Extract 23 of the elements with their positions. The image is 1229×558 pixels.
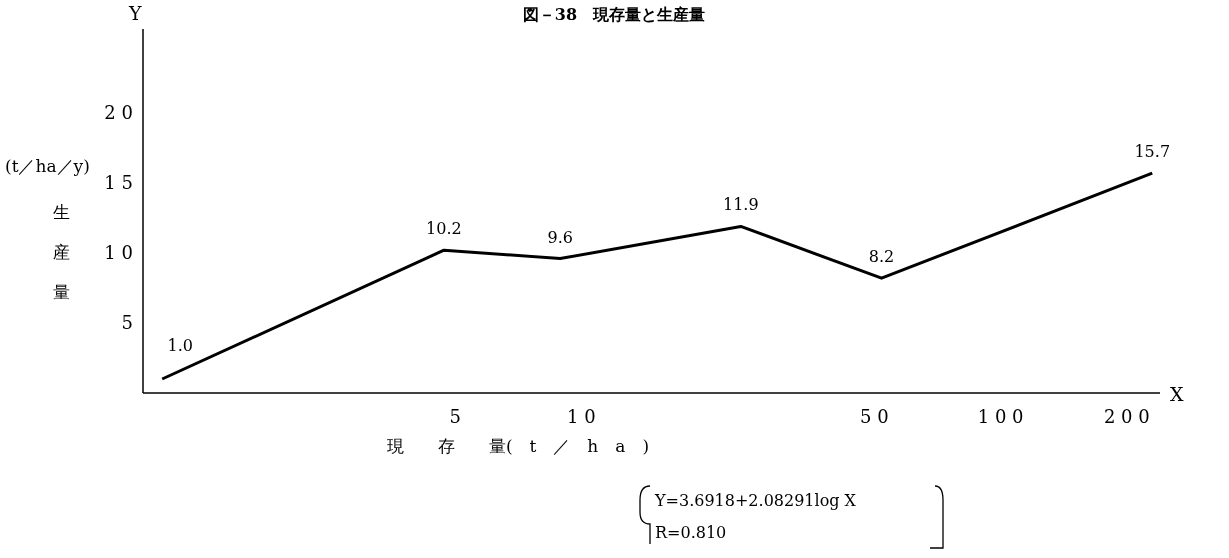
x-tick-label: 1 0 — [567, 406, 596, 427]
y-tick-label: 2 0 — [104, 102, 133, 123]
x-tick-label: 2 0 0 — [1103, 406, 1150, 427]
data-label: 8.2 — [868, 247, 895, 267]
text: X — [1170, 383, 1184, 405]
y-axis-title: 生産量 — [52, 202, 70, 302]
text: R=0.810 — [655, 523, 727, 542]
data-label: 11.9 — [722, 195, 759, 215]
data-label: 9.6 — [547, 227, 573, 247]
x-axis-title: 現 存 量( t ／ h a ) — [386, 436, 650, 456]
data-label: 10.2 — [426, 219, 462, 239]
data-label: 1.0 — [167, 336, 193, 355]
text: Y=3.6918+2.08291log X — [654, 491, 857, 510]
chart-title: 図－38 現存量と生産量 — [522, 5, 706, 24]
y-tick-label: 1 0 — [104, 242, 133, 263]
x-tick-label: 5 — [449, 406, 461, 427]
x-tick-label: 1 0 0 — [977, 406, 1024, 427]
x-tick-label: 5 0 — [860, 406, 889, 427]
y-tick-label: 1 5 — [104, 172, 133, 193]
text: (t／ha／y) — [5, 156, 90, 176]
text: Y — [128, 2, 142, 24]
y-tick-label: 5 — [121, 312, 133, 333]
data-label: 15.7 — [1134, 142, 1171, 162]
